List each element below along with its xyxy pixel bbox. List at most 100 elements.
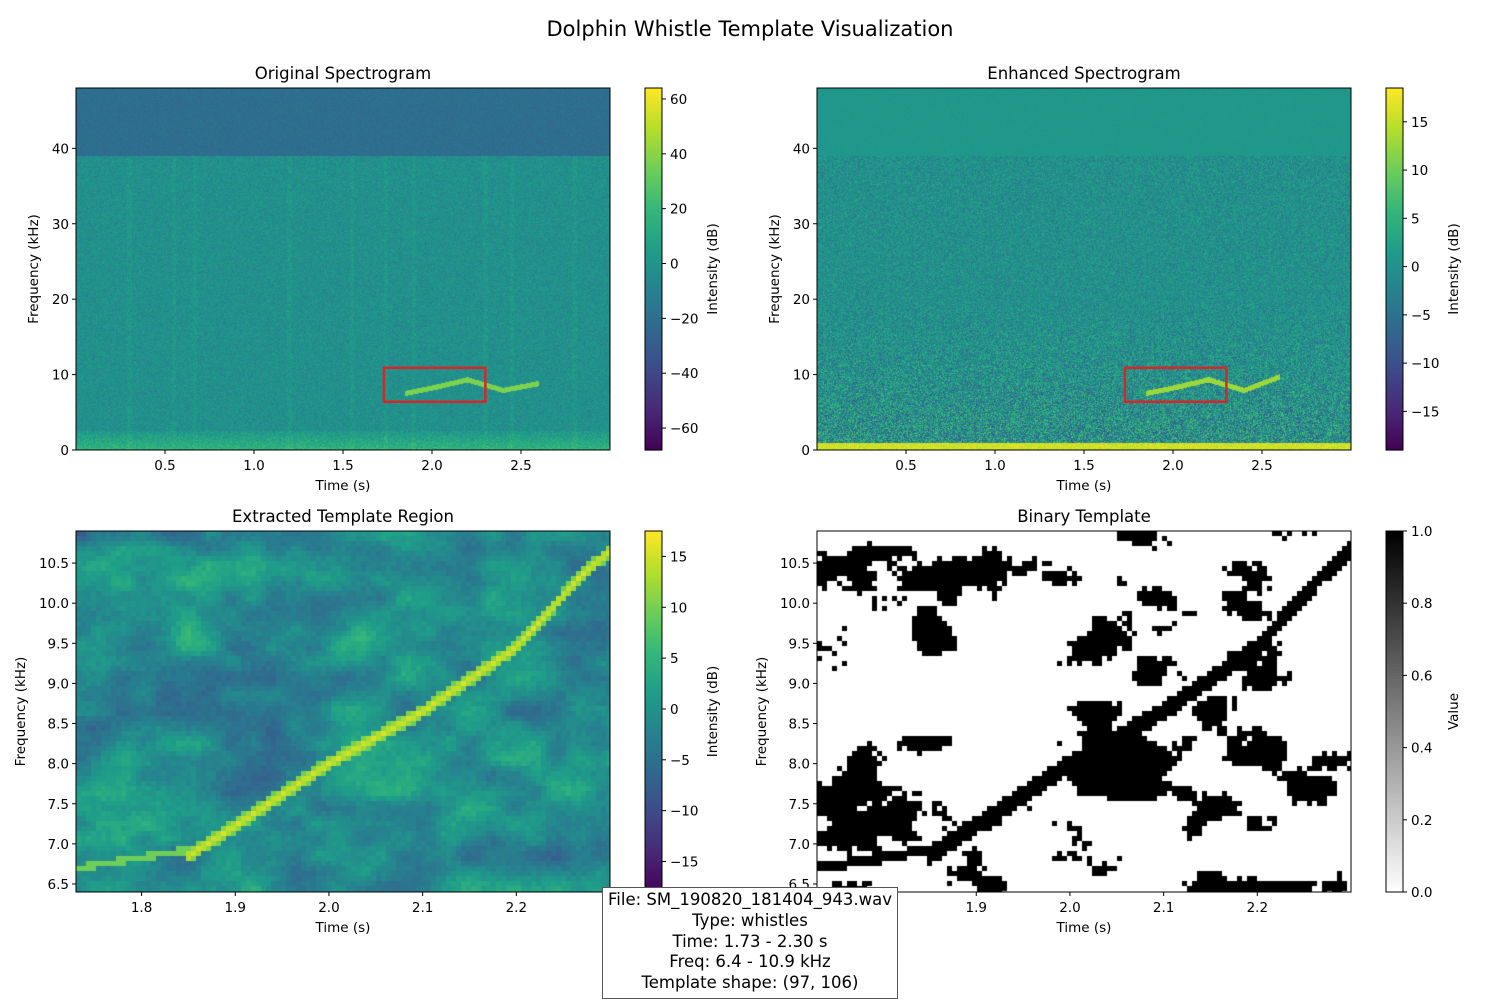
colorbar-segment xyxy=(1386,392,1403,397)
colorbar-segment xyxy=(1386,223,1403,228)
colorbar-segment xyxy=(645,163,662,168)
colorbar-tick-label: −5 xyxy=(1411,308,1431,324)
info-time: Time: 1.73 - 2.30 s xyxy=(672,931,828,951)
colorbar-segment xyxy=(645,103,662,107)
info-type: Type: whistles xyxy=(692,910,808,930)
colorbar-segment xyxy=(645,320,662,324)
colorbar-segment xyxy=(645,440,662,445)
colorbar-segment xyxy=(1386,287,1403,291)
colorbar-segment xyxy=(645,299,662,303)
colorbar-segment xyxy=(645,407,662,412)
colorbar-segment xyxy=(1386,840,1403,845)
colorbar-segment xyxy=(645,744,662,749)
colorbar-segment xyxy=(645,783,662,788)
y-tick-label: 9.5 xyxy=(48,636,69,652)
colorbar-segment xyxy=(1386,684,1403,689)
colorbar-segment xyxy=(1386,244,1403,249)
y-tick-label: 10.0 xyxy=(39,596,69,612)
y-tick-label: 0 xyxy=(60,443,69,459)
colorbar-segment xyxy=(645,202,662,207)
colorbar-segment xyxy=(1386,308,1403,312)
colorbar-segment xyxy=(1386,175,1403,180)
colorbar-segment xyxy=(645,672,662,676)
template-region-box xyxy=(382,366,487,403)
colorbar-segment xyxy=(1386,136,1403,140)
colorbar-tick-label: −40 xyxy=(670,366,699,382)
colorbar-segment xyxy=(1386,591,1403,595)
colorbar-tick-label: 0.2 xyxy=(1411,813,1432,829)
colorbar-segment xyxy=(645,717,662,722)
colorbar-segment xyxy=(1386,615,1403,619)
colorbar-segment xyxy=(1386,97,1403,101)
colorbar-segment xyxy=(645,729,662,734)
colorbar-segment xyxy=(1386,822,1403,827)
colorbar-segment xyxy=(1386,163,1403,168)
colorbar-segment xyxy=(1386,145,1403,149)
colorbar-segment xyxy=(1386,534,1403,538)
colorbar-segment xyxy=(1386,687,1403,692)
colorbar-segment xyxy=(645,422,662,427)
colorbar-segment xyxy=(1386,624,1403,628)
colorbar-tick-label: −60 xyxy=(670,421,699,437)
colorbar-segment xyxy=(1386,431,1403,436)
colorbar-segment xyxy=(1386,741,1403,746)
axes-frame xyxy=(75,530,611,893)
colorbar-segment xyxy=(1386,744,1403,749)
colorbar-segment xyxy=(1386,663,1403,667)
colorbar-segment xyxy=(1386,819,1403,824)
subplot-title: Extracted Template Region xyxy=(232,507,454,526)
colorbar-segment xyxy=(1386,852,1403,857)
x-axis-label: Time (s) xyxy=(315,920,371,936)
colorbar-segment xyxy=(645,777,662,782)
colorbar-segment xyxy=(645,124,662,128)
colorbar-segment xyxy=(645,335,662,339)
colorbar-segment xyxy=(1386,232,1403,237)
y-tick-label: 8.0 xyxy=(48,757,69,773)
heatmap-image xyxy=(817,88,1351,450)
x-tick-label: 0.5 xyxy=(154,458,175,474)
colorbar-segment xyxy=(645,825,662,830)
colorbar-segment xyxy=(645,747,662,752)
colorbar-segment xyxy=(645,579,662,583)
colorbar-segment xyxy=(1386,690,1403,695)
template-region-box xyxy=(1123,366,1228,403)
colorbar-segment xyxy=(645,344,662,349)
colorbar-segment xyxy=(645,873,662,878)
colorbar-segment xyxy=(1386,241,1403,246)
colorbar-segment xyxy=(1386,786,1403,791)
colorbar-segment xyxy=(1386,202,1403,207)
info-file: File: SM_190820_181404_943.wav xyxy=(608,890,892,909)
colorbar-segment xyxy=(1386,738,1403,743)
colorbar-segment xyxy=(1386,579,1403,583)
colorbar-segment xyxy=(1386,229,1403,234)
colorbar-segment xyxy=(645,750,662,755)
colorbar-segment xyxy=(1386,253,1403,258)
colorbar-segment xyxy=(1386,570,1403,574)
colorbar-segment xyxy=(645,241,662,246)
colorbar-segment xyxy=(645,94,662,98)
colorbar-segment xyxy=(645,846,662,851)
colorbar-segment xyxy=(1386,765,1403,770)
x-tick-label: 2.0 xyxy=(1162,458,1183,474)
colorbar-segment xyxy=(645,618,662,622)
colorbar-segment xyxy=(1386,208,1403,213)
colorbar-segment xyxy=(645,705,662,710)
colorbar-segment xyxy=(1386,235,1403,240)
colorbar-segment xyxy=(645,217,662,222)
colorbar-segment xyxy=(645,870,662,875)
colorbar-segment xyxy=(645,648,662,652)
colorbar-segment xyxy=(1386,588,1403,592)
x-tick-label: 1.9 xyxy=(225,900,246,916)
colorbar-segment xyxy=(645,151,662,155)
colorbar-segment xyxy=(1386,380,1403,385)
colorbar-segment xyxy=(1386,296,1403,300)
colorbar-segment xyxy=(1386,639,1403,643)
colorbar-segment xyxy=(1386,124,1403,128)
colorbar-tick-label: −20 xyxy=(670,311,699,327)
x-tick-label: 2.5 xyxy=(1251,458,1272,474)
colorbar-segment xyxy=(645,226,662,231)
colorbar-segment xyxy=(1386,347,1403,352)
colorbar-tick-label: 60 xyxy=(670,92,687,108)
colorbar-segment xyxy=(645,317,662,321)
